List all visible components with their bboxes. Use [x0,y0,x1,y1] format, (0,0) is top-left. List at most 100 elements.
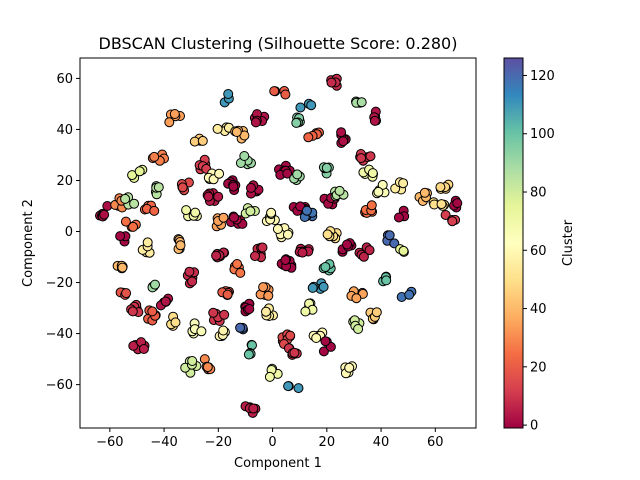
data-point [291,117,302,128]
data-point [336,127,347,138]
data-point [219,309,230,320]
data-point [128,340,139,351]
data-point [306,100,317,111]
data-point [250,251,260,262]
data-point [351,293,362,304]
data-point [301,205,312,216]
data-point [344,362,355,373]
data-point [419,187,430,198]
x-axis: −60 −40 −20 0 20 40 60 [96,428,444,450]
data-point [356,153,367,164]
data-point [120,216,131,227]
data-point [258,282,269,293]
data-point [117,262,128,273]
data-point [197,135,208,146]
x-tick-label: −20 [205,435,232,450]
data-point [436,199,447,210]
data-point [356,97,367,108]
data-point [99,209,110,220]
data-point [134,166,145,177]
data-point [393,212,404,223]
data-points [95,73,463,418]
data-point [342,239,352,250]
data-point [169,109,180,119]
data-point [373,186,384,197]
data-point [295,102,306,113]
data-point [292,169,303,180]
data-point [218,212,229,223]
colorbar-tick-label: 60 [530,244,547,259]
x-tick-label: 0 [268,435,276,450]
y-tick-label: 20 [56,174,73,189]
data-point [283,381,294,392]
data-point [282,229,293,240]
data-point [211,250,222,261]
data-point [269,86,280,97]
x-tick-label: −60 [96,435,123,450]
data-point [311,333,322,343]
x-axis-label: Component 1 [234,456,322,471]
data-point [300,306,311,317]
colorbar [503,57,524,429]
x-tick-label: 40 [373,435,390,450]
data-point [398,245,409,256]
data-point [160,296,171,307]
data-point [367,168,378,179]
data-point [153,182,164,193]
data-point [381,275,392,286]
data-point [285,330,296,341]
data-point [334,185,345,196]
data-point [129,198,140,209]
data-point [214,168,225,179]
data-point [121,288,132,299]
data-point [307,282,318,293]
data-point [128,221,139,232]
data-point [177,182,188,193]
colorbar-tick-label: 20 [530,360,547,375]
y-tick-label: 60 [56,72,73,87]
data-point [447,216,458,227]
data-point [149,151,160,162]
data-point [293,383,304,394]
y-tick-label: 0 [65,225,73,240]
colorbar-tick-label: 0 [530,419,538,434]
data-point [365,151,376,162]
data-point [212,123,223,134]
data-point [190,207,201,218]
data-point [228,181,239,192]
data-point [235,322,246,333]
data-point [452,198,463,209]
data-point [320,262,331,272]
data-point [170,317,181,328]
data-point [164,117,175,128]
y-tick-label: −20 [46,276,73,291]
colorbar-label: Cluster [561,219,576,266]
data-point [223,89,234,99]
data-point [320,336,331,347]
y-tick-label: −40 [46,327,73,342]
y-tick-label: 40 [56,123,73,138]
data-point [353,324,364,334]
data-point [250,117,261,128]
data-point [244,304,255,314]
data-point [181,205,192,216]
y-axis-label: Component 2 [21,199,36,287]
colorbar-tick-label: 80 [530,186,547,201]
data-point [371,307,382,318]
data-point [245,206,256,217]
data-point [257,242,268,253]
data-point [435,182,446,193]
data-point [318,346,329,357]
plot-frame [79,57,477,429]
data-point [147,306,158,317]
data-point [120,193,131,204]
colorbar-axis: 0 20 40 60 80 100 120 [523,69,555,434]
data-point [282,168,293,179]
y-tick-label: −60 [46,378,73,393]
data-point [303,132,314,143]
chart-title: DBSCAN Clustering (Silhouette Score: 0.2… [99,34,458,53]
data-point [208,307,219,318]
data-point [115,231,126,242]
data-point [322,229,333,240]
